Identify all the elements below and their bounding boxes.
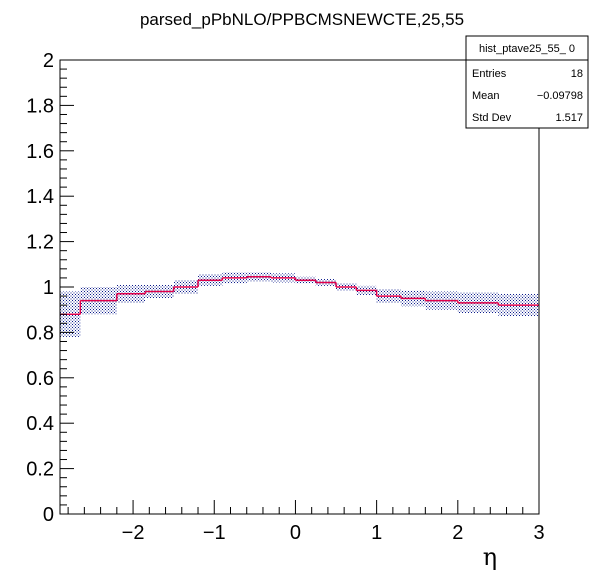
y-tick-label: 2 (43, 50, 54, 72)
stats-entries-value: 18 (571, 68, 583, 80)
x-tick-label: −1 (203, 522, 226, 544)
y-tick-label: 0.4 (26, 413, 54, 435)
histogram-line (60, 276, 539, 315)
x-tick-label: −2 (122, 522, 145, 544)
y-axis: 0 0.2 0.4 0.6 0.8 1 1.2 1.4 1.6 1.8 2 (26, 50, 74, 526)
x-tick-label: 3 (533, 522, 544, 544)
x-tick-label: 1 (371, 522, 382, 544)
x-axis-title: η (483, 543, 497, 571)
stats-stddev-label: Std Dev (472, 112, 512, 124)
stats-box-name: hist_ptave25_55_ 0 (479, 43, 575, 55)
y-tick-label: 1.2 (26, 232, 54, 254)
stats-mean-label: Mean (472, 90, 500, 102)
stats-stddev-value: 1.517 (555, 112, 583, 124)
y-tick-label: 0 (43, 504, 54, 526)
stats-box: hist_ptave25_55_ 0 Entries 18 Mean −0.09… (465, 35, 589, 129)
y-tick-label: 1.8 (26, 95, 54, 117)
chart-title: parsed_pPbNLO/PPBCMSNEWCTE,25,55 (140, 10, 464, 29)
y-tick-label: 1.6 (26, 141, 54, 163)
y-tick-label: 1 (43, 277, 54, 299)
x-tick-label: 2 (452, 522, 463, 544)
y-tick-label: 0.2 (26, 459, 54, 481)
error-bands (60, 272, 539, 337)
y-tick-label: 1.4 (26, 186, 54, 208)
stats-mean-value: −0.09798 (537, 90, 583, 102)
y-tick-label: 0.6 (26, 368, 54, 390)
x-tick-label: 0 (290, 522, 301, 544)
stats-entries-label: Entries (472, 68, 507, 80)
y-tick-label: 0.8 (26, 322, 54, 344)
x-axis: −2 −1 0 1 2 3 (67, 500, 545, 544)
